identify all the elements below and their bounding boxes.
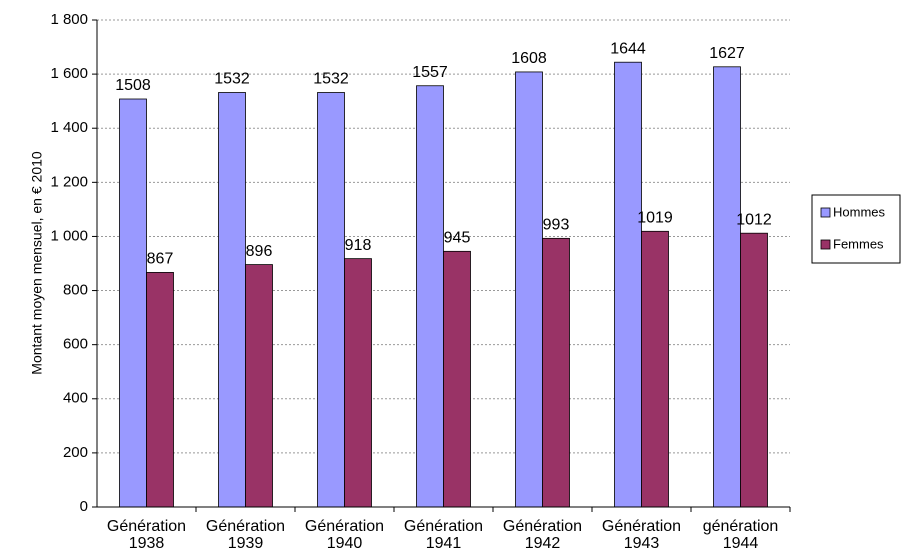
bar <box>641 230 669 508</box>
x-tick-label: Génération 1938 <box>107 518 186 552</box>
y-tick-label: 200 <box>63 444 88 461</box>
x-tick-label: Génération 1943 <box>602 518 681 552</box>
value-label: 1557 <box>412 64 448 81</box>
legend-swatch <box>820 207 831 218</box>
value-label: 918 <box>345 237 372 254</box>
y-tick-label: 1 600 <box>50 65 88 82</box>
value-label: 945 <box>444 230 471 247</box>
y-tick-label: 1 200 <box>50 173 88 190</box>
bar <box>443 250 471 508</box>
y-tick-label: 400 <box>63 390 88 407</box>
value-label: 896 <box>246 243 273 260</box>
bar <box>245 264 273 508</box>
bar <box>146 272 174 508</box>
bar <box>119 98 147 508</box>
y-tick-label: 800 <box>63 282 88 299</box>
x-tick-label: Génération 1939 <box>206 518 285 552</box>
legend-box <box>811 194 901 264</box>
legend-swatch <box>820 239 831 250</box>
bar <box>542 237 570 508</box>
value-label: 993 <box>543 217 570 234</box>
bar <box>515 71 543 508</box>
y-axis-label: Montant moyen mensuel, en € 2010 <box>29 151 45 375</box>
y-tick-label: 0 <box>80 498 88 515</box>
legend-label: Femmes <box>833 236 884 251</box>
bar <box>740 232 768 508</box>
y-tick-label: 1 800 <box>50 11 88 28</box>
y-tick-label: 1 000 <box>50 227 88 244</box>
bar <box>416 85 444 508</box>
legend-label: Hommes <box>833 204 886 219</box>
x-tick-label: Génération 1941 <box>404 518 483 552</box>
value-label: 1019 <box>637 210 673 227</box>
bar <box>713 66 741 508</box>
value-label: 867 <box>147 251 174 268</box>
bar <box>317 92 345 508</box>
bar <box>344 258 372 508</box>
bar <box>614 61 642 508</box>
value-label: 1532 <box>214 71 250 88</box>
value-label: 1608 <box>511 50 547 67</box>
y-tick-label: 600 <box>63 336 88 353</box>
y-tick-label: 1 400 <box>50 119 88 136</box>
bar <box>218 92 246 508</box>
x-tick-label: génération 1944 <box>703 518 779 552</box>
value-label: 1508 <box>115 77 151 94</box>
value-label: 1644 <box>610 40 646 57</box>
value-label: 1627 <box>709 45 745 62</box>
value-label: 1012 <box>736 211 772 228</box>
value-label: 1532 <box>313 71 349 88</box>
x-tick-label: Génération 1940 <box>305 518 384 552</box>
x-tick-label: Génération 1942 <box>503 518 582 552</box>
